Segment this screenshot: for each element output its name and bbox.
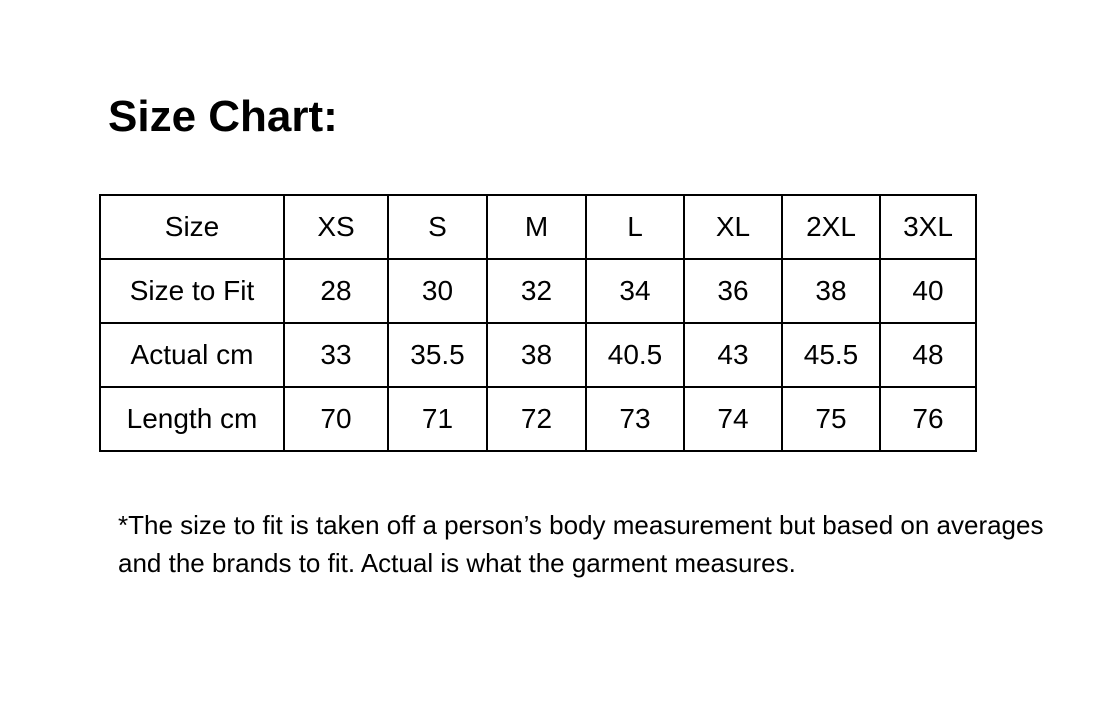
table-cell: 74	[683, 386, 783, 452]
table-cell: 45.5	[781, 322, 881, 388]
size-table: Size XS S M L XL 2XL 3XL Size to Fit 28 30 32 34 36 38…	[99, 194, 977, 452]
table-cell: 70	[283, 386, 389, 452]
table-cell: 35.5	[387, 322, 488, 388]
table-cell: 76	[879, 386, 977, 452]
table-cell: 72	[486, 386, 587, 452]
table-cell: 40.5	[585, 322, 685, 388]
table-cell: Actual cm	[99, 322, 285, 388]
table-cell: 3XL	[879, 194, 977, 260]
table-cell: 38	[486, 322, 587, 388]
table-cell: 75	[781, 386, 881, 452]
table-cell: 71	[387, 386, 488, 452]
table-cell: XL	[683, 194, 783, 260]
table-cell: 30	[387, 258, 488, 324]
table-cell: 36	[683, 258, 783, 324]
table-cell: 43	[683, 322, 783, 388]
table-cell: Size	[99, 194, 285, 260]
table-cell: Length cm	[99, 386, 285, 452]
table-row: Size to Fit 28 30 32 34 36 38 40	[99, 258, 977, 324]
table-cell: 48	[879, 322, 977, 388]
table-cell: 38	[781, 258, 881, 324]
table-cell: 40	[879, 258, 977, 324]
table-cell: XS	[283, 194, 389, 260]
table-row: Actual cm 33 35.5 38 40.5 43 45.5 48	[99, 322, 977, 388]
table-cell: 34	[585, 258, 685, 324]
table-cell: 2XL	[781, 194, 881, 260]
header-row: Size XS S M L XL 2XL 3XL	[99, 194, 977, 260]
table-cell: S	[387, 194, 488, 260]
page-title: Size Chart:	[108, 92, 338, 141]
table-cell: 33	[283, 322, 389, 388]
footnote: *The size to fit is taken off a person’s…	[118, 510, 1044, 578]
table-cell: 32	[486, 258, 587, 324]
table-cell: Size to Fit	[99, 258, 285, 324]
table-cell: 28	[283, 258, 389, 324]
table-cell: L	[585, 194, 685, 260]
table-cell: M	[486, 194, 587, 260]
table-row: Length cm 70 71 72 73 74 75 76	[99, 386, 977, 452]
table-cell: 73	[585, 386, 685, 452]
